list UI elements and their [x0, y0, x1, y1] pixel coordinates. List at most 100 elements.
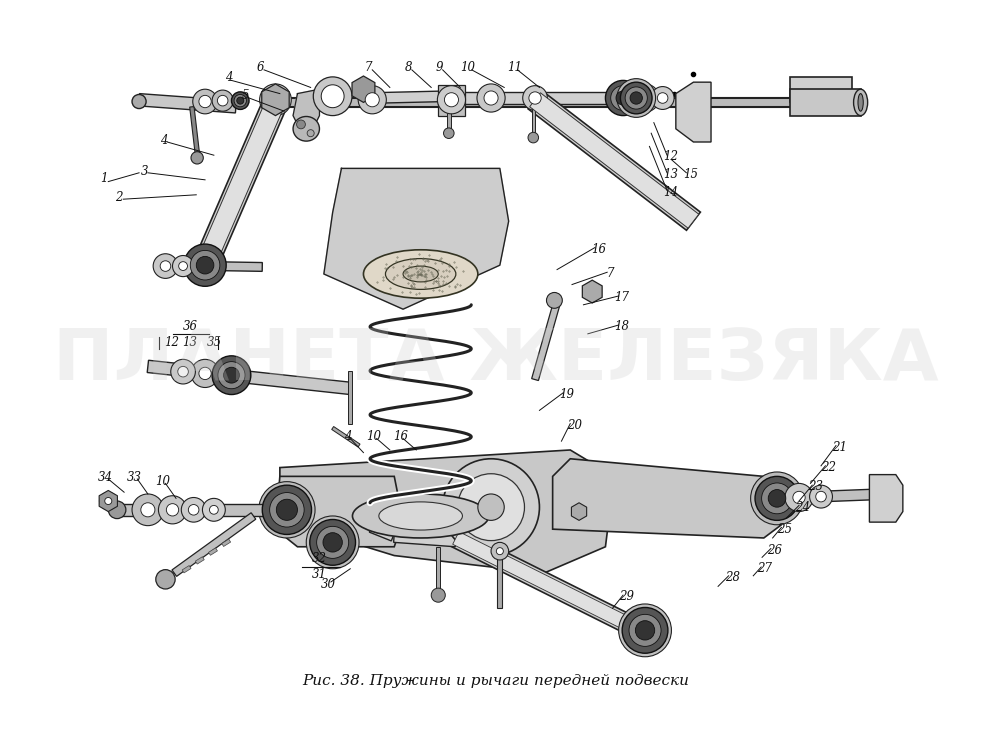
Polygon shape [447, 93, 451, 133]
Circle shape [313, 77, 352, 116]
Circle shape [178, 262, 187, 270]
Polygon shape [194, 97, 286, 270]
Polygon shape [529, 93, 699, 228]
Ellipse shape [379, 502, 463, 530]
Circle shape [161, 261, 170, 271]
Circle shape [212, 90, 233, 111]
Circle shape [762, 483, 793, 514]
Circle shape [190, 251, 220, 280]
Text: 35: 35 [206, 336, 221, 349]
Text: 2: 2 [115, 191, 123, 204]
Text: 31: 31 [312, 569, 327, 581]
Text: 14: 14 [663, 186, 678, 199]
Polygon shape [676, 82, 711, 142]
Circle shape [793, 491, 805, 504]
Polygon shape [208, 548, 217, 555]
Circle shape [755, 477, 799, 520]
Circle shape [199, 96, 211, 108]
Circle shape [625, 87, 647, 109]
Circle shape [275, 498, 299, 522]
Circle shape [177, 367, 188, 377]
Circle shape [443, 459, 539, 556]
Circle shape [199, 367, 211, 380]
Polygon shape [531, 93, 535, 138]
Circle shape [528, 133, 538, 143]
Circle shape [270, 492, 304, 527]
Circle shape [234, 94, 247, 107]
Circle shape [276, 499, 297, 520]
Polygon shape [262, 84, 289, 116]
Circle shape [606, 81, 640, 116]
Circle shape [768, 489, 786, 508]
Text: 20: 20 [567, 419, 582, 431]
Circle shape [610, 86, 635, 111]
Text: 4: 4 [160, 134, 167, 147]
Circle shape [188, 505, 199, 515]
Circle shape [639, 92, 651, 104]
Text: 4: 4 [225, 72, 233, 84]
Polygon shape [393, 525, 457, 547]
Text: 16: 16 [591, 243, 606, 256]
Text: 22: 22 [822, 461, 836, 474]
Circle shape [166, 504, 178, 516]
Circle shape [307, 130, 314, 137]
Text: 3: 3 [141, 165, 148, 178]
Circle shape [651, 87, 674, 109]
Circle shape [260, 84, 291, 116]
Circle shape [529, 92, 541, 104]
Circle shape [458, 474, 524, 541]
Circle shape [816, 491, 826, 502]
Circle shape [263, 485, 311, 535]
Polygon shape [553, 459, 790, 538]
Polygon shape [452, 529, 636, 635]
Polygon shape [772, 489, 887, 504]
Circle shape [296, 120, 305, 129]
Circle shape [630, 92, 642, 104]
Circle shape [141, 503, 155, 517]
Circle shape [629, 614, 661, 646]
Circle shape [224, 367, 240, 383]
Circle shape [622, 608, 668, 654]
Text: 32: 32 [312, 552, 327, 565]
Circle shape [184, 244, 226, 286]
Polygon shape [373, 91, 447, 103]
Circle shape [320, 530, 345, 555]
Polygon shape [370, 517, 397, 541]
Text: 10: 10 [461, 61, 476, 74]
Text: 33: 33 [127, 471, 142, 483]
Circle shape [810, 485, 832, 508]
Text: 12: 12 [663, 151, 678, 163]
Circle shape [323, 532, 342, 552]
Circle shape [99, 492, 117, 510]
Polygon shape [869, 474, 903, 522]
Polygon shape [447, 92, 632, 104]
Text: 25: 25 [778, 523, 793, 535]
Polygon shape [572, 503, 587, 520]
Circle shape [620, 82, 652, 114]
Text: 7: 7 [365, 61, 373, 74]
Circle shape [237, 97, 244, 104]
Ellipse shape [853, 89, 868, 116]
Text: 10: 10 [367, 430, 382, 444]
Polygon shape [348, 370, 353, 424]
Circle shape [217, 96, 228, 106]
Text: 17: 17 [614, 291, 629, 304]
Text: 4: 4 [344, 430, 352, 444]
Polygon shape [99, 490, 117, 511]
Circle shape [310, 520, 356, 566]
Circle shape [268, 92, 283, 108]
Polygon shape [279, 450, 614, 573]
Polygon shape [438, 85, 465, 116]
Polygon shape [790, 89, 860, 116]
Text: 12: 12 [164, 336, 178, 349]
Text: 9: 9 [435, 61, 443, 74]
Circle shape [444, 93, 459, 107]
Polygon shape [275, 477, 403, 547]
Ellipse shape [385, 258, 456, 289]
Polygon shape [139, 93, 236, 113]
Text: 1: 1 [100, 172, 108, 185]
Circle shape [618, 604, 672, 657]
Text: 18: 18 [614, 320, 629, 334]
Circle shape [635, 620, 655, 640]
Polygon shape [583, 280, 603, 303]
